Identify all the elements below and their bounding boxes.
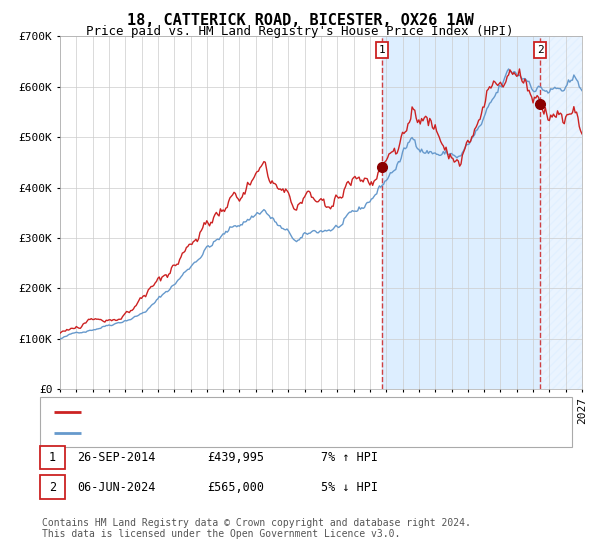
- Text: £439,995: £439,995: [207, 451, 264, 464]
- Text: 18, CATTERICK ROAD, BICESTER, OX26 1AW: 18, CATTERICK ROAD, BICESTER, OX26 1AW: [127, 13, 473, 28]
- Text: 06-JUN-2024: 06-JUN-2024: [77, 480, 155, 494]
- Text: 7% ↑ HPI: 7% ↑ HPI: [321, 451, 378, 464]
- Text: 18, CATTERICK ROAD, BICESTER, OX26 1AW (detached house): 18, CATTERICK ROAD, BICESTER, OX26 1AW (…: [87, 405, 479, 418]
- Text: 26-SEP-2014: 26-SEP-2014: [77, 451, 155, 464]
- Bar: [382, 36, 540, 389]
- Text: 1: 1: [49, 451, 56, 464]
- Text: 1: 1: [379, 45, 385, 55]
- Text: 5% ↓ HPI: 5% ↓ HPI: [321, 480, 378, 494]
- Text: Contains HM Land Registry data © Crown copyright and database right 2024.: Contains HM Land Registry data © Crown c…: [42, 518, 471, 528]
- Text: This data is licensed under the Open Government Licence v3.0.: This data is licensed under the Open Gov…: [42, 529, 400, 539]
- Text: 2: 2: [537, 45, 544, 55]
- Text: Price paid vs. HM Land Registry's House Price Index (HPI): Price paid vs. HM Land Registry's House …: [86, 25, 514, 38]
- Bar: [540, 36, 582, 389]
- Text: £565,000: £565,000: [207, 480, 264, 494]
- Text: 2: 2: [49, 480, 56, 494]
- Text: HPI: Average price, detached house, Cherwell: HPI: Average price, detached house, Cher…: [87, 426, 401, 440]
